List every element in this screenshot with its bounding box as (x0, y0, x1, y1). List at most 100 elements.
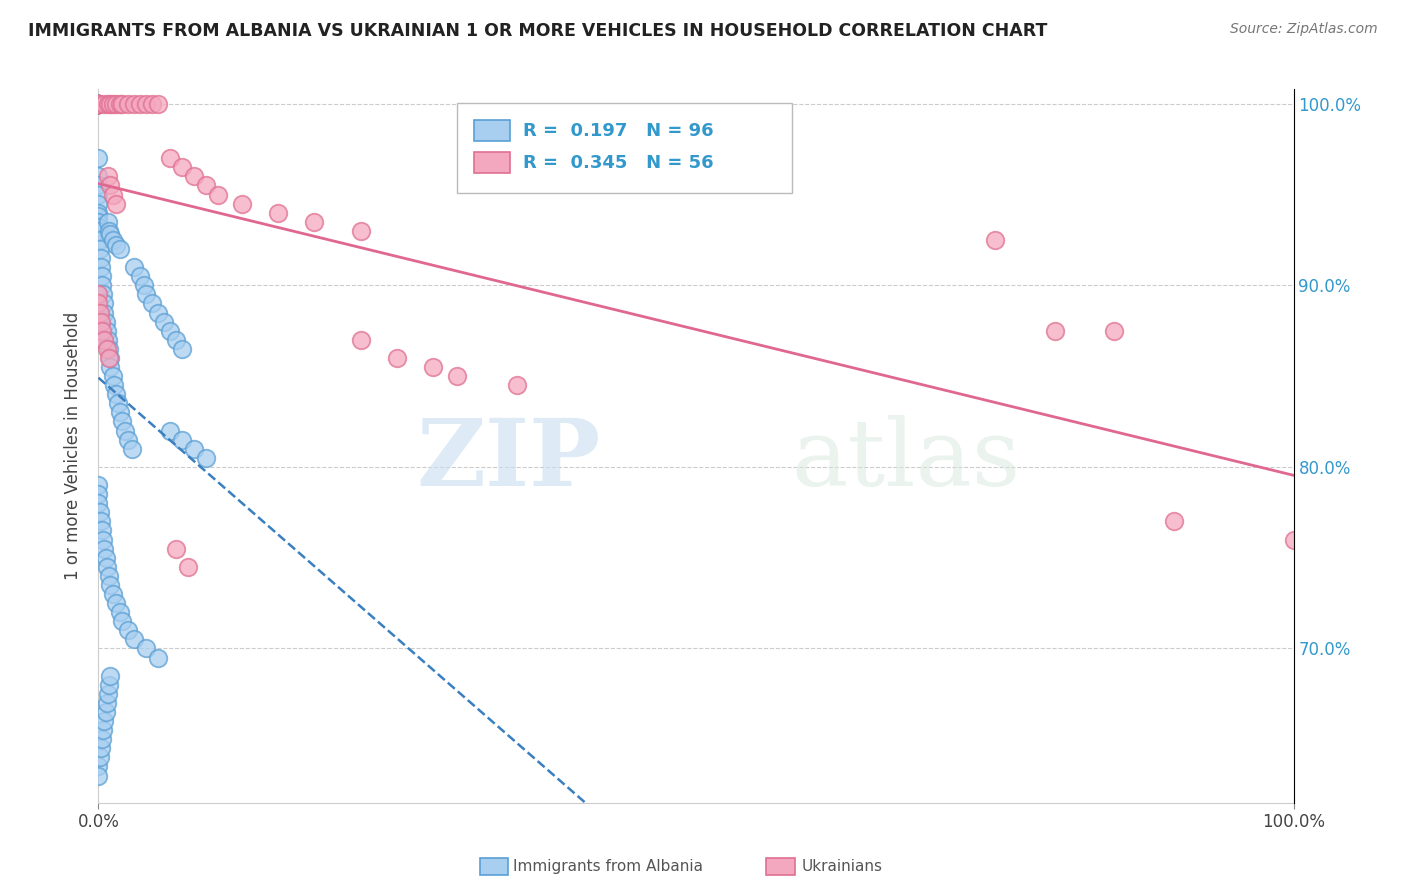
Point (87, 151, 110, 165)
Point (117, 96, 139, 111)
Point (207, 187, 229, 202)
Point (159, 424, 181, 438)
Point (87, 96, 110, 111)
Point (93, 714, 115, 728)
Point (87, 487, 110, 501)
Point (183, 442, 205, 456)
Point (91, 269, 114, 284)
Point (87, 96, 110, 111)
Point (129, 269, 152, 284)
Point (87, 96, 110, 111)
Point (94, 550, 117, 565)
Point (93, 296, 115, 310)
Point (87, 96, 110, 111)
Point (97, 215, 120, 229)
Text: ZIP: ZIP (416, 416, 600, 505)
Text: Immigrants from Albania: Immigrants from Albania (513, 859, 703, 874)
Point (195, 450, 218, 465)
Point (153, 315, 176, 329)
Point (87, 496, 110, 510)
Text: R =  0.197   N = 96: R = 0.197 N = 96 (523, 121, 713, 139)
Point (177, 559, 200, 574)
Point (98, 227, 122, 242)
Point (87, 478, 110, 492)
Point (105, 387, 128, 401)
Point (124, 632, 146, 647)
Point (89, 233, 111, 247)
Point (87, 178, 110, 193)
Point (87, 187, 110, 202)
Point (98, 569, 121, 583)
FancyBboxPatch shape (474, 152, 509, 173)
Point (1043, 324, 1066, 338)
Point (87, 96, 110, 111)
Point (96, 324, 118, 338)
Point (101, 233, 124, 247)
Text: R =  0.345   N = 56: R = 0.345 N = 56 (523, 153, 713, 171)
Point (103, 378, 125, 392)
Point (105, 596, 128, 610)
Point (94, 315, 117, 329)
Point (98, 351, 122, 365)
Point (94, 705, 117, 719)
Point (111, 614, 134, 628)
Point (91, 324, 114, 338)
Point (101, 369, 124, 384)
Point (111, 96, 134, 111)
Point (87, 96, 110, 111)
Point (96, 696, 118, 710)
Point (172, 342, 194, 356)
Point (87, 215, 110, 229)
Point (87, 96, 110, 111)
Point (98, 678, 121, 692)
Point (91, 524, 114, 538)
Point (97, 687, 120, 701)
Point (984, 233, 1007, 247)
FancyBboxPatch shape (766, 858, 796, 875)
Point (87, 287, 110, 301)
Point (89, 750, 111, 764)
Point (87, 220, 110, 235)
Point (98, 578, 122, 592)
Point (87, 96, 110, 111)
Point (101, 187, 124, 202)
Point (91, 287, 114, 301)
Point (302, 215, 325, 229)
Point (141, 296, 163, 310)
Point (350, 224, 373, 238)
Point (89, 305, 111, 319)
Point (90, 260, 112, 274)
Point (87, 96, 110, 111)
Point (87, 96, 110, 111)
FancyBboxPatch shape (474, 120, 509, 141)
Point (87, 96, 110, 111)
Point (98, 669, 122, 683)
Point (132, 278, 155, 293)
Point (129, 96, 152, 111)
FancyBboxPatch shape (457, 103, 792, 193)
Point (87, 96, 110, 111)
Point (124, 260, 146, 274)
Point (87, 96, 110, 111)
Point (135, 287, 157, 301)
Point (87, 196, 110, 211)
Point (446, 369, 468, 384)
Point (141, 96, 163, 111)
Point (107, 396, 129, 410)
Point (98, 96, 122, 111)
Point (108, 405, 131, 419)
Point (87, 224, 110, 238)
Point (87, 96, 110, 111)
Point (90, 514, 112, 528)
Point (105, 96, 128, 111)
Point (93, 96, 115, 111)
Point (506, 378, 529, 392)
Point (96, 559, 118, 574)
Point (87, 169, 110, 184)
FancyBboxPatch shape (479, 858, 509, 875)
Point (172, 433, 194, 447)
Point (117, 433, 139, 447)
Point (101, 96, 124, 111)
Point (91, 723, 114, 738)
Point (172, 161, 194, 175)
